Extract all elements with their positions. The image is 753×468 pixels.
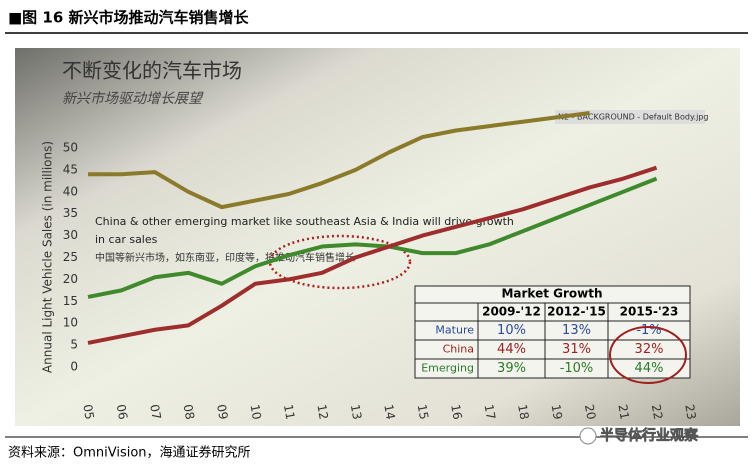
footer-source: 资料来源：OmniVision，海通证券研究所 bbox=[8, 445, 251, 461]
table-header: 2015-'23 bbox=[620, 305, 679, 319]
x-tick-label: 07 bbox=[147, 403, 163, 420]
y-tick-label: 25 bbox=[63, 250, 78, 264]
table-cell: -1% bbox=[636, 323, 661, 338]
y-tick-label: 45 bbox=[63, 162, 78, 176]
growth-table: Market Growth 2009-'12 2012-'15 2015-'23 Mat… bbox=[414, 285, 691, 384]
table-title: Market Growth bbox=[501, 287, 602, 301]
highlight-circle bbox=[609, 326, 687, 384]
annotation: China & other emerging market like south… bbox=[95, 215, 514, 228]
x-tick-label: 08 bbox=[181, 403, 197, 420]
table-cell: 32% bbox=[635, 342, 664, 357]
table-row-label: China bbox=[443, 343, 474, 356]
y-tick-label: 5 bbox=[70, 338, 78, 352]
image-label: N2 - BACKGROUND - Default Body.jpg bbox=[558, 113, 708, 122]
x-tick-label: 09 bbox=[214, 403, 230, 420]
table-cell: 44% bbox=[497, 342, 526, 357]
table-cell: -10% bbox=[560, 361, 594, 376]
annotation: 中国等新兴市场，如东南亚，印度等，将推动汽车销售增长 bbox=[95, 251, 355, 264]
x-tick-label: 19 bbox=[548, 403, 564, 420]
table-cell: 13% bbox=[562, 323, 591, 338]
x-tick-label: 14 bbox=[381, 403, 397, 420]
slide-title: 不断变化的汽车市场 bbox=[62, 59, 242, 83]
y-tick-label: 35 bbox=[63, 206, 78, 220]
y-tick-label: 0 bbox=[70, 360, 78, 374]
x-tick-label: 23 bbox=[682, 403, 698, 420]
table-row-label: Mature bbox=[435, 324, 474, 337]
table-cell: 31% bbox=[562, 342, 591, 357]
x-tick-label: 05 bbox=[80, 403, 96, 420]
x-tick-label: 10 bbox=[247, 403, 263, 420]
y-tick-label: 40 bbox=[63, 184, 78, 198]
x-tick-label: 13 bbox=[348, 403, 364, 420]
x-tick-label: 17 bbox=[482, 403, 498, 420]
x-tick-label: 18 bbox=[515, 403, 531, 420]
slide-subtitle: 新兴市场驱动增长展望 bbox=[62, 91, 204, 107]
series-line bbox=[88, 110, 590, 210]
table-cell: 39% bbox=[497, 361, 526, 376]
annotation: in car sales bbox=[95, 233, 158, 246]
highlight-ellipse bbox=[268, 234, 412, 290]
x-tick-label: 12 bbox=[314, 403, 330, 420]
x-tick-label: 11 bbox=[281, 403, 297, 420]
series-line bbox=[87, 165, 658, 345]
y-tick-label: 50 bbox=[63, 141, 78, 155]
watermark: 半导体行业观察 bbox=[600, 427, 699, 444]
table-header: 2012-'15 bbox=[547, 305, 606, 319]
x-tick-label: 06 bbox=[114, 403, 130, 420]
x-tick-label: 20 bbox=[582, 403, 598, 420]
table-row-label: Emerging bbox=[421, 362, 474, 375]
x-tick-label: 16 bbox=[448, 403, 464, 420]
table-header: 2009-'12 bbox=[482, 305, 541, 319]
table-bg bbox=[414, 285, 691, 379]
y-tick-label: 15 bbox=[63, 294, 78, 308]
y-axis-label: Annual Light Vehicle Sales (in millions) bbox=[41, 141, 55, 373]
header-title: ■图 16 新兴市场推动汽车销售增长 bbox=[8, 9, 249, 27]
y-tick-label: 10 bbox=[63, 316, 78, 330]
x-tick-label: 21 bbox=[615, 403, 631, 420]
x-tick-label: 22 bbox=[649, 403, 665, 420]
table-cell: 44% bbox=[635, 361, 664, 376]
y-tick-label: 30 bbox=[63, 228, 78, 242]
wechat-icon bbox=[579, 427, 597, 445]
series-line bbox=[87, 176, 658, 299]
y-tick-label: 20 bbox=[63, 272, 78, 286]
image-label-box bbox=[555, 110, 705, 124]
x-tick-label: 15 bbox=[415, 403, 431, 420]
table-cell: 10% bbox=[497, 323, 526, 338]
